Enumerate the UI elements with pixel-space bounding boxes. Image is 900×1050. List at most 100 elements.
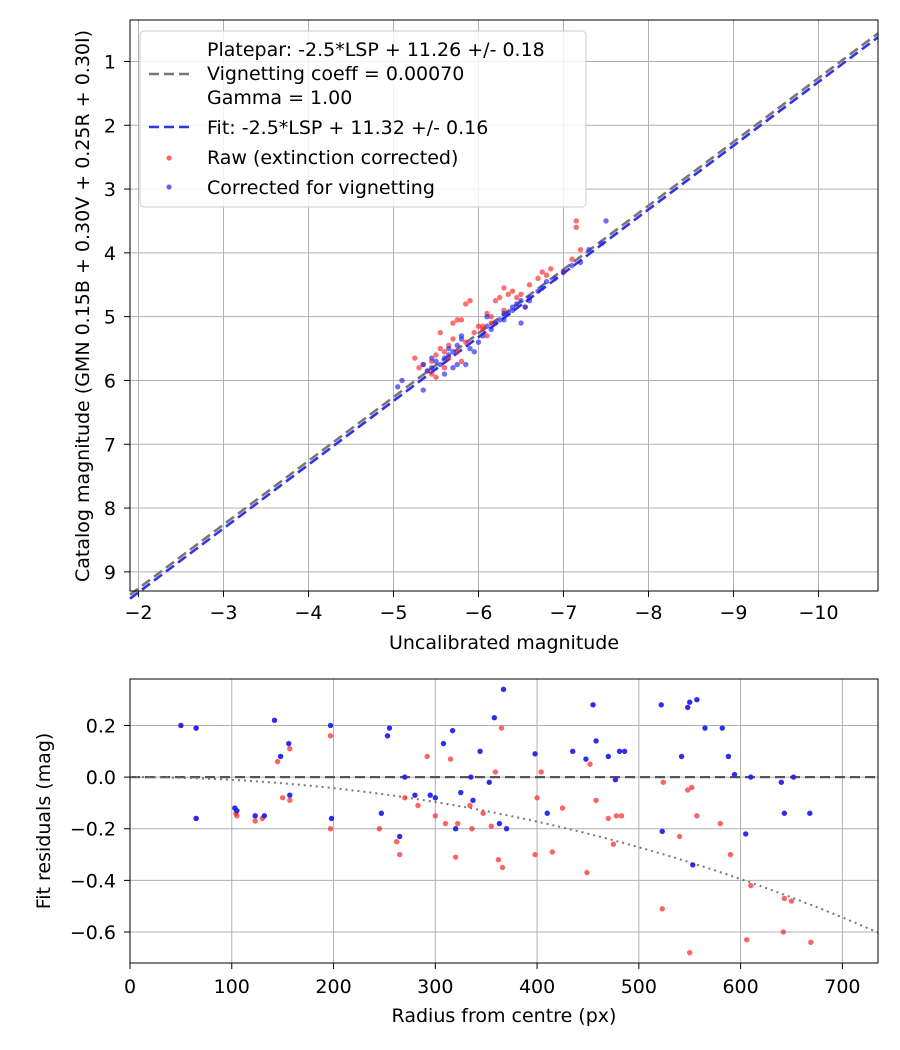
corrected-residual-point [193,725,199,731]
raw-residual-point [447,756,454,762]
raw-residual-point [396,851,403,858]
raw-point [467,298,473,304]
corrected-point [543,278,550,285]
corrected-point [458,333,465,339]
corrected-residual-point [500,686,507,693]
legend-fit: Fit: -2.5*LSP + 11.32 +/- 0.16 [207,117,488,139]
raw-residual-point [584,869,590,876]
bottom-data-points [178,686,814,956]
corrected-residual-point [286,740,292,747]
corrected-point [514,301,520,307]
corrected-point [454,361,460,368]
corrected-residual-point [486,779,492,785]
corrected-residual-point [612,776,619,783]
corrected-residual-point [678,753,685,760]
raw-residual-point [376,826,383,832]
raw-point [454,317,460,323]
corrected-point [501,317,507,323]
bottom-y-axis-label: Fit residuals (mag) [33,733,55,910]
bottom-x-tick-label: 500 [621,976,657,998]
corrected-point [437,361,443,368]
bottom-x-tick-label: 0 [124,976,136,998]
bottom-y-tick-label: −0.6 [70,922,116,944]
raw-residual-point [492,769,499,775]
corrected-point [475,339,482,345]
corrected-residual-point [178,722,184,729]
raw-residual-point [549,849,556,855]
legend-box [139,30,587,208]
corrected-point [552,275,558,282]
corrected-point [420,361,426,368]
corrected-residual-point [271,717,278,724]
raw-residual-point [274,758,281,765]
corrected-residual-point [748,774,754,780]
corrected-point [420,387,426,393]
corrected-residual-point [659,828,665,835]
raw-residual-point [781,895,788,902]
corrected-residual-point [731,771,738,778]
top-y-tick-label: 9 [104,562,116,584]
corrected-residual-point [690,862,696,868]
top-y-tick-label: 2 [104,115,116,137]
raw-point [429,371,435,377]
corrected-point [526,298,533,304]
corrected-point [450,349,456,355]
raw-point [475,323,482,329]
corrected-point [501,310,507,317]
corrected-point [395,384,401,390]
raw-point [488,320,494,326]
bottom-y-tick-label: 0.2 [86,715,116,737]
bottom-x-tick-label: 100 [214,976,250,998]
raw-point [509,288,516,294]
corrected-residual-point [386,725,393,731]
raw-point [577,246,584,253]
corrected-point [454,342,460,349]
corrected-residual-point [569,748,576,754]
raw-residual-point [454,820,461,827]
corrected-residual-point [496,820,503,827]
corrected-residual-point [458,789,464,796]
raw-residual-point [687,949,693,956]
corrected-residual-point [452,826,459,832]
raw-point [458,358,465,365]
raw-residual-point [252,818,258,824]
corrected-residual-point [396,833,403,840]
raw-residual-point [402,795,408,801]
corrected-residual-point [193,815,199,822]
raw-point [573,224,579,231]
corrected-point [599,240,605,246]
raw-residual-point [424,753,430,760]
corrected-residual-point [378,810,385,816]
raw-residual-point [610,841,617,847]
corrected-residual-point [402,774,408,780]
raw-point [543,272,550,278]
corrected-residual-point [532,751,538,757]
corrected-point [569,262,575,269]
top-y-tick-label: 1 [104,51,116,73]
raw-residual-point [593,797,599,804]
raw-point [454,349,460,355]
raw-residual-point [532,851,538,858]
corrected-point [505,310,511,317]
top-x-axis-label: Uncalibrated magnitude [389,632,619,654]
corrected-residual-point [384,733,391,739]
top-axes-frame [129,19,879,592]
bottom-y-tick-label: −0.2 [70,819,116,841]
corrected-residual-point [449,727,456,734]
raw-point [484,333,490,339]
raw-residual-point [538,769,544,775]
corrected-point [509,307,516,313]
raw-point [433,352,439,358]
corrected-point [471,349,477,355]
legend-platepar: Platepar: -2.5*LSP + 11.26 +/- 0.18 [207,39,545,61]
corrected-residual-point [440,740,447,747]
top-x-tick-label: −9 [719,602,747,624]
bottom-x-tick-label: 700 [824,976,860,998]
corrected-point [577,259,584,266]
corrected-point [560,269,567,275]
corrected-point [586,246,592,253]
corrected-point [441,355,448,361]
raw-point [518,291,524,298]
raw-residual-point [498,725,505,731]
